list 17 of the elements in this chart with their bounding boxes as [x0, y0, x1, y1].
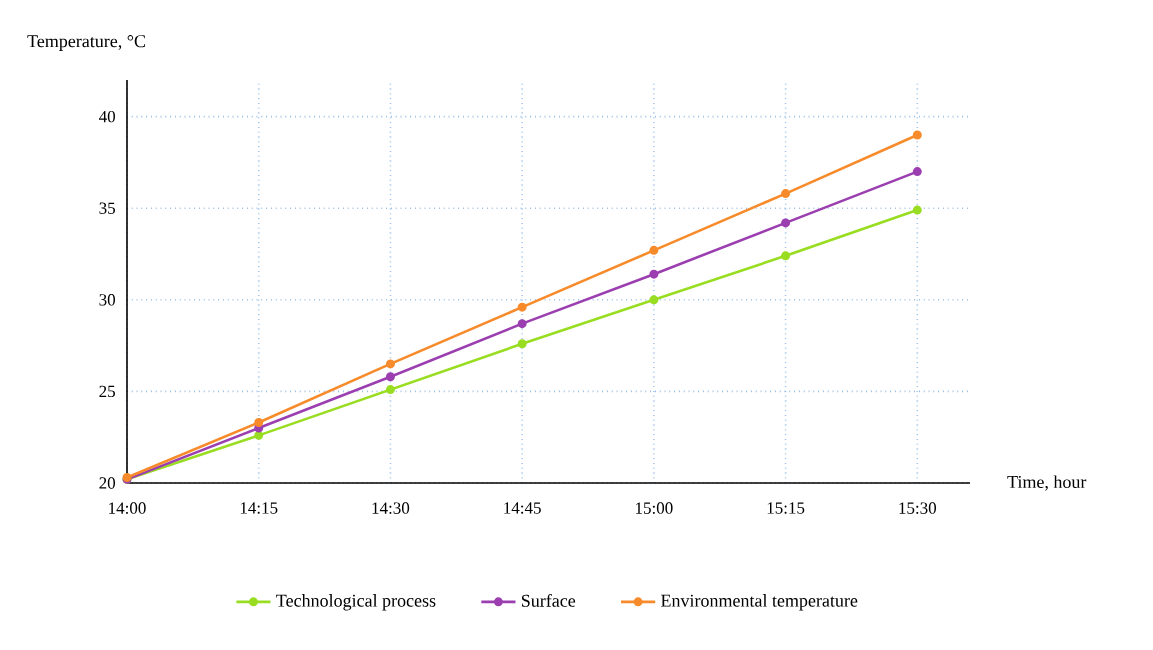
y-tick-label: 35 [99, 202, 116, 214]
y-tick-label: 30 [99, 294, 116, 306]
x-tick-label: 14:15 [240, 502, 278, 514]
x-tick-label: 15:00 [636, 502, 673, 514]
legend-label: Environmental temperature [661, 594, 858, 611]
y-tick-label: 25 [99, 385, 116, 398]
y-axis-title: Temperature, °C [27, 35, 145, 51]
x-tick-label: 14:45 [504, 502, 541, 514]
x-tick-label: 15:15 [767, 502, 805, 514]
y-tick-label: 40 [99, 110, 116, 123]
x-tick-label: 15:30 [899, 502, 937, 514]
x-tick-label: 14:30 [372, 502, 410, 514]
x-axis-title: Time, hour [1007, 475, 1087, 491]
legend-label: Surface [521, 594, 576, 607]
y-tick-label: 20 [99, 477, 116, 489]
x-tick-label: 14:00 [109, 502, 146, 514]
legend-label: Technological process [276, 594, 436, 611]
